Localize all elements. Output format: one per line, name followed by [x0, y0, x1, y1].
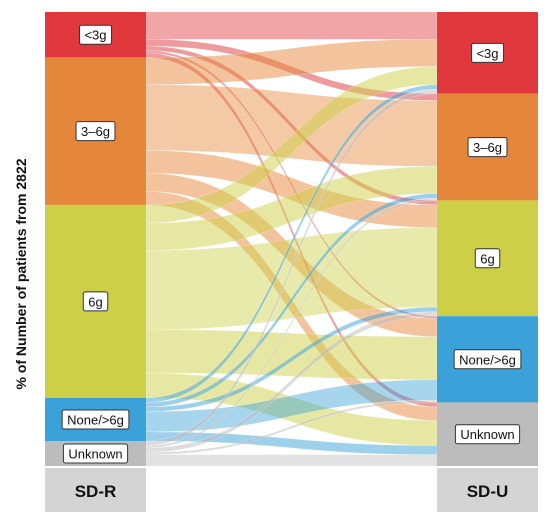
- right-node-label-lt3g: <3g: [476, 46, 498, 61]
- flow-unknown-to-unknown: [145, 454, 438, 467]
- flows-layer: [145, 11, 438, 467]
- flow-lt3g-to-lt3g: [145, 11, 438, 40]
- right-node-label-box-lt3g: [470, 42, 505, 63]
- right-node-label-box-unknown: [454, 424, 521, 445]
- right-node-label-g6: 6g: [480, 251, 494, 266]
- left-node-label-box-unknown: [62, 443, 129, 464]
- right-node-label-unknown: Unknown: [460, 427, 514, 442]
- left-nodes-layer: <3g 3–6g 6g None/>6g Unknown: [45, 12, 146, 466]
- left-node-label-g6: 6g: [88, 294, 102, 309]
- left-node-label-g3to6: 3–6g: [81, 124, 110, 139]
- flow-g6-to-none_gt6g: [145, 329, 438, 381]
- left-node-label-box-g3to6: [75, 121, 116, 142]
- left-node-label-box-lt3g: [78, 24, 113, 45]
- right-node-label-none_gt6g: None/>6g: [459, 352, 516, 367]
- left-node-label-lt3g: <3g: [84, 28, 106, 43]
- left-node-label-box-none_gt6g: [61, 409, 130, 430]
- right-node-label-box-g3to6: [467, 137, 508, 158]
- left-node-label-none_gt6g: None/>6g: [67, 412, 124, 427]
- left-axis-box: [45, 468, 146, 512]
- y-axis-label: % of Number of patients from 2822: [13, 158, 29, 389]
- left-node-label-unknown: Unknown: [68, 447, 122, 462]
- right-axis-label: SD-U: [467, 482, 509, 501]
- left-node-label-box-g6: [82, 291, 109, 312]
- right-node-label-box-g6: [474, 248, 501, 269]
- right-nodes-layer: <3g 3–6g 6g None/>6g Unknown: [437, 12, 538, 466]
- right-node-label-g3to6: 3–6g: [473, 140, 502, 155]
- right-node-label-box-none_gt6g: [453, 349, 522, 370]
- left-axis-label: SD-R: [75, 482, 117, 501]
- right-axis-box: [437, 468, 538, 512]
